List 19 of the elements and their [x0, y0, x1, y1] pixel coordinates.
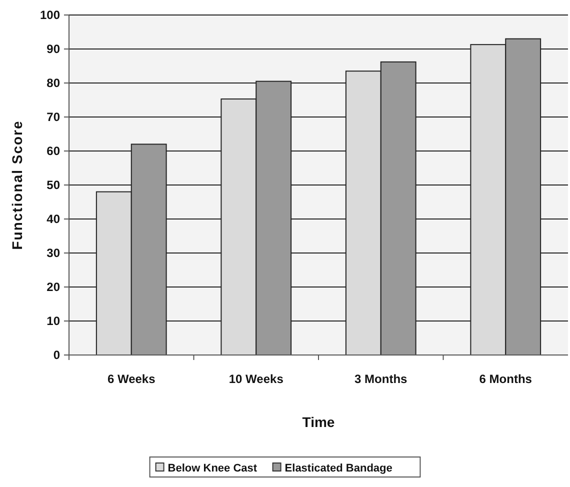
y-tick-label: 60	[46, 144, 60, 158]
y-tick-label: 20	[46, 280, 60, 294]
x-tick-label: 6 Weeks	[107, 372, 156, 386]
y-tick-label: 50	[46, 178, 60, 192]
y-tick-label: 10	[46, 314, 60, 328]
y-tick-label: 100	[40, 8, 60, 22]
y-tick-label: 80	[46, 76, 60, 90]
legend-label: Below Knee Cast	[168, 462, 258, 474]
y-tick-label: 40	[46, 212, 60, 226]
x-tick-label: 6 Months	[479, 372, 532, 386]
x-tick-label: 10 Weeks	[228, 372, 284, 386]
y-tick-label: 30	[46, 246, 60, 260]
x-tick-label: 3 Months	[354, 372, 408, 386]
y-tick-label: 70	[46, 110, 60, 124]
y-tick-label: 90	[46, 42, 60, 56]
y-tick-label: 0	[53, 348, 60, 362]
y-axis-title: Functional Score	[9, 120, 25, 250]
x-axis-title: Time	[302, 414, 335, 430]
legend-label: Elasticated Bandage	[284, 462, 392, 474]
